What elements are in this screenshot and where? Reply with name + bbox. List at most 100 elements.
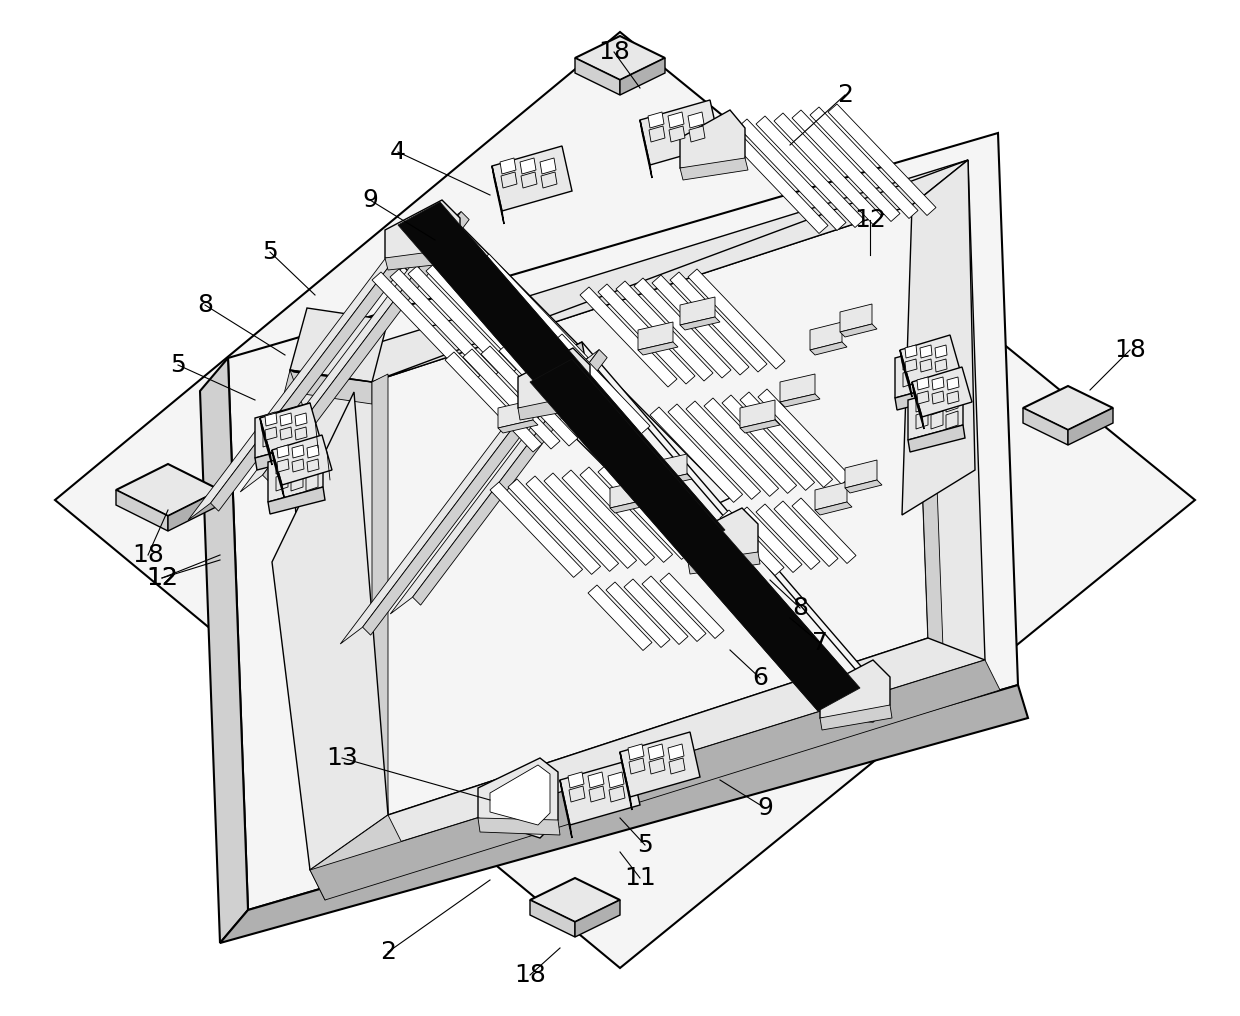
Polygon shape	[477, 818, 560, 835]
Polygon shape	[918, 391, 929, 404]
Polygon shape	[384, 200, 460, 265]
Polygon shape	[268, 447, 322, 502]
Polygon shape	[492, 166, 503, 224]
Polygon shape	[553, 334, 650, 434]
Polygon shape	[398, 202, 725, 553]
Polygon shape	[680, 158, 748, 180]
Polygon shape	[660, 573, 724, 638]
Polygon shape	[1023, 386, 1114, 430]
Polygon shape	[620, 58, 665, 96]
Polygon shape	[580, 467, 672, 563]
Polygon shape	[903, 352, 915, 370]
Polygon shape	[518, 393, 591, 420]
Text: 2: 2	[837, 83, 853, 107]
Polygon shape	[55, 31, 1195, 968]
Polygon shape	[774, 501, 838, 567]
Polygon shape	[463, 257, 570, 369]
Polygon shape	[792, 498, 856, 564]
Polygon shape	[490, 482, 583, 577]
Polygon shape	[828, 104, 936, 215]
Polygon shape	[844, 480, 882, 493]
Polygon shape	[445, 352, 542, 452]
Polygon shape	[738, 119, 846, 231]
Polygon shape	[551, 370, 880, 724]
Polygon shape	[610, 480, 645, 508]
Polygon shape	[740, 392, 832, 488]
Polygon shape	[609, 786, 625, 802]
Polygon shape	[652, 454, 687, 482]
Polygon shape	[529, 359, 861, 711]
Polygon shape	[620, 752, 632, 810]
Polygon shape	[260, 403, 320, 453]
Polygon shape	[291, 459, 304, 472]
Text: 7: 7	[812, 631, 828, 655]
Polygon shape	[539, 377, 575, 405]
Polygon shape	[598, 464, 691, 560]
Polygon shape	[668, 112, 684, 128]
Polygon shape	[920, 345, 932, 358]
Polygon shape	[918, 377, 929, 390]
Polygon shape	[815, 482, 847, 510]
Polygon shape	[931, 411, 942, 429]
Polygon shape	[372, 272, 480, 383]
Polygon shape	[405, 242, 738, 550]
Polygon shape	[308, 445, 319, 458]
Polygon shape	[670, 126, 684, 142]
Polygon shape	[498, 343, 596, 443]
Polygon shape	[810, 322, 842, 350]
Polygon shape	[911, 382, 924, 429]
Polygon shape	[480, 254, 588, 366]
Polygon shape	[649, 126, 665, 142]
Polygon shape	[575, 36, 665, 80]
Polygon shape	[588, 772, 604, 788]
Polygon shape	[568, 772, 584, 788]
Text: 9: 9	[758, 796, 773, 820]
Polygon shape	[529, 900, 575, 937]
Text: 8: 8	[197, 293, 213, 317]
Polygon shape	[290, 370, 372, 404]
Polygon shape	[580, 287, 677, 387]
Polygon shape	[211, 240, 417, 511]
Polygon shape	[534, 337, 632, 437]
Polygon shape	[272, 450, 284, 497]
Polygon shape	[908, 385, 963, 440]
Text: 18: 18	[598, 40, 630, 64]
Polygon shape	[413, 350, 608, 606]
Polygon shape	[569, 786, 585, 802]
Polygon shape	[642, 576, 706, 641]
Text: 18: 18	[1114, 338, 1146, 362]
Polygon shape	[720, 122, 828, 234]
Polygon shape	[520, 158, 536, 174]
Polygon shape	[260, 418, 272, 465]
Text: 2: 2	[379, 940, 396, 964]
Polygon shape	[263, 412, 275, 430]
Polygon shape	[844, 460, 877, 488]
Polygon shape	[839, 304, 872, 332]
Polygon shape	[541, 172, 557, 188]
Polygon shape	[384, 248, 463, 270]
Polygon shape	[820, 705, 892, 731]
Polygon shape	[610, 500, 650, 513]
Polygon shape	[947, 377, 959, 390]
Polygon shape	[1023, 408, 1068, 445]
Polygon shape	[905, 345, 918, 358]
Polygon shape	[639, 342, 678, 355]
Polygon shape	[588, 585, 652, 650]
Polygon shape	[291, 473, 303, 491]
Polygon shape	[670, 758, 684, 774]
Text: 11: 11	[624, 866, 656, 890]
Polygon shape	[649, 112, 663, 128]
Polygon shape	[388, 210, 730, 525]
Polygon shape	[398, 202, 725, 553]
Polygon shape	[911, 367, 972, 417]
Polygon shape	[932, 391, 944, 404]
Polygon shape	[529, 878, 620, 922]
Polygon shape	[255, 443, 312, 470]
Polygon shape	[529, 359, 861, 711]
Polygon shape	[372, 374, 388, 830]
Polygon shape	[680, 110, 745, 172]
Polygon shape	[293, 412, 305, 430]
Polygon shape	[310, 815, 403, 900]
Text: 5: 5	[170, 353, 186, 377]
Polygon shape	[481, 346, 578, 446]
